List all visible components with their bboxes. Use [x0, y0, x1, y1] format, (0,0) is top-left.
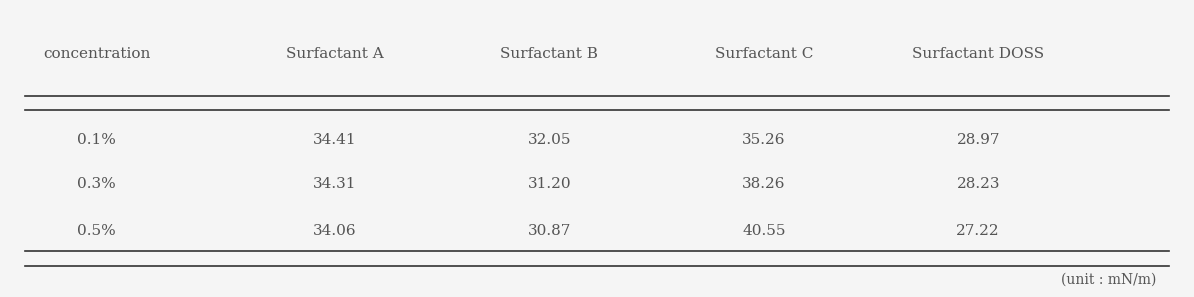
Text: 30.87: 30.87 [528, 224, 571, 238]
Text: Surfactant DOSS: Surfactant DOSS [912, 47, 1045, 61]
Text: Surfactant B: Surfactant B [500, 47, 598, 61]
Text: 31.20: 31.20 [528, 177, 571, 191]
Text: 32.05: 32.05 [528, 133, 571, 147]
Text: 38.26: 38.26 [741, 177, 786, 191]
Text: 0.1%: 0.1% [78, 133, 116, 147]
Text: concentration: concentration [43, 47, 150, 61]
Text: 0.5%: 0.5% [78, 224, 116, 238]
Text: 40.55: 40.55 [741, 224, 786, 238]
Text: 35.26: 35.26 [741, 133, 786, 147]
Text: 34.31: 34.31 [313, 177, 357, 191]
Text: Surfactant A: Surfactant A [287, 47, 383, 61]
Text: 34.41: 34.41 [313, 133, 357, 147]
Text: 28.23: 28.23 [956, 177, 999, 191]
Text: 27.22: 27.22 [956, 224, 1001, 238]
Text: 0.3%: 0.3% [78, 177, 116, 191]
Text: 34.06: 34.06 [313, 224, 357, 238]
Text: (unit : mN/m): (unit : mN/m) [1061, 273, 1157, 287]
Text: 28.97: 28.97 [956, 133, 999, 147]
Text: Surfactant C: Surfactant C [714, 47, 813, 61]
